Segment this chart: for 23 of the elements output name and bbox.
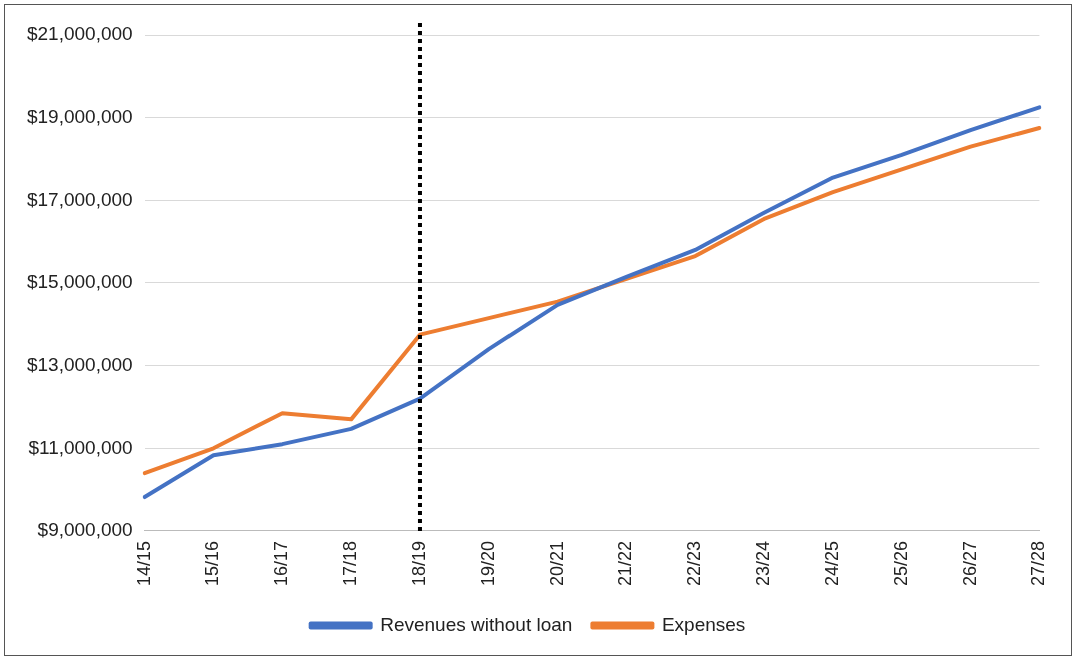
y-tick-label: $11,000,000 bbox=[28, 436, 133, 458]
x-tick-label: 23/24 bbox=[753, 540, 774, 586]
y-tick-label: $9,000,000 bbox=[37, 519, 133, 541]
y-tick-label: $15,000,000 bbox=[26, 271, 133, 293]
legend-label: Revenues without loan bbox=[380, 613, 573, 635]
legend-label: Expenses bbox=[661, 613, 746, 635]
x-tick-label: 24/25 bbox=[821, 540, 842, 586]
x-tick-label: 26/27 bbox=[959, 540, 980, 586]
x-tick-label: 20/21 bbox=[546, 540, 567, 586]
x-tick-label: 27/28 bbox=[1028, 540, 1049, 586]
y-tick-label: $21,000,000 bbox=[26, 23, 133, 45]
x-tick-label: 17/18 bbox=[340, 540, 361, 586]
y-tick-label: $17,000,000 bbox=[26, 188, 133, 210]
y-tick-label: $19,000,000 bbox=[26, 105, 133, 127]
x-tick-label: 21/22 bbox=[615, 540, 636, 586]
x-tick-label: 15/16 bbox=[202, 540, 223, 586]
x-tick-label: 16/17 bbox=[271, 540, 292, 586]
y-tick-label: $13,000,000 bbox=[26, 353, 133, 375]
x-tick-label: 22/23 bbox=[684, 540, 705, 586]
x-tick-label: 25/26 bbox=[890, 540, 911, 586]
x-tick-label: 14/15 bbox=[133, 540, 154, 586]
x-tick-label: 19/20 bbox=[477, 540, 498, 586]
x-tick-label: 18/19 bbox=[408, 540, 429, 586]
